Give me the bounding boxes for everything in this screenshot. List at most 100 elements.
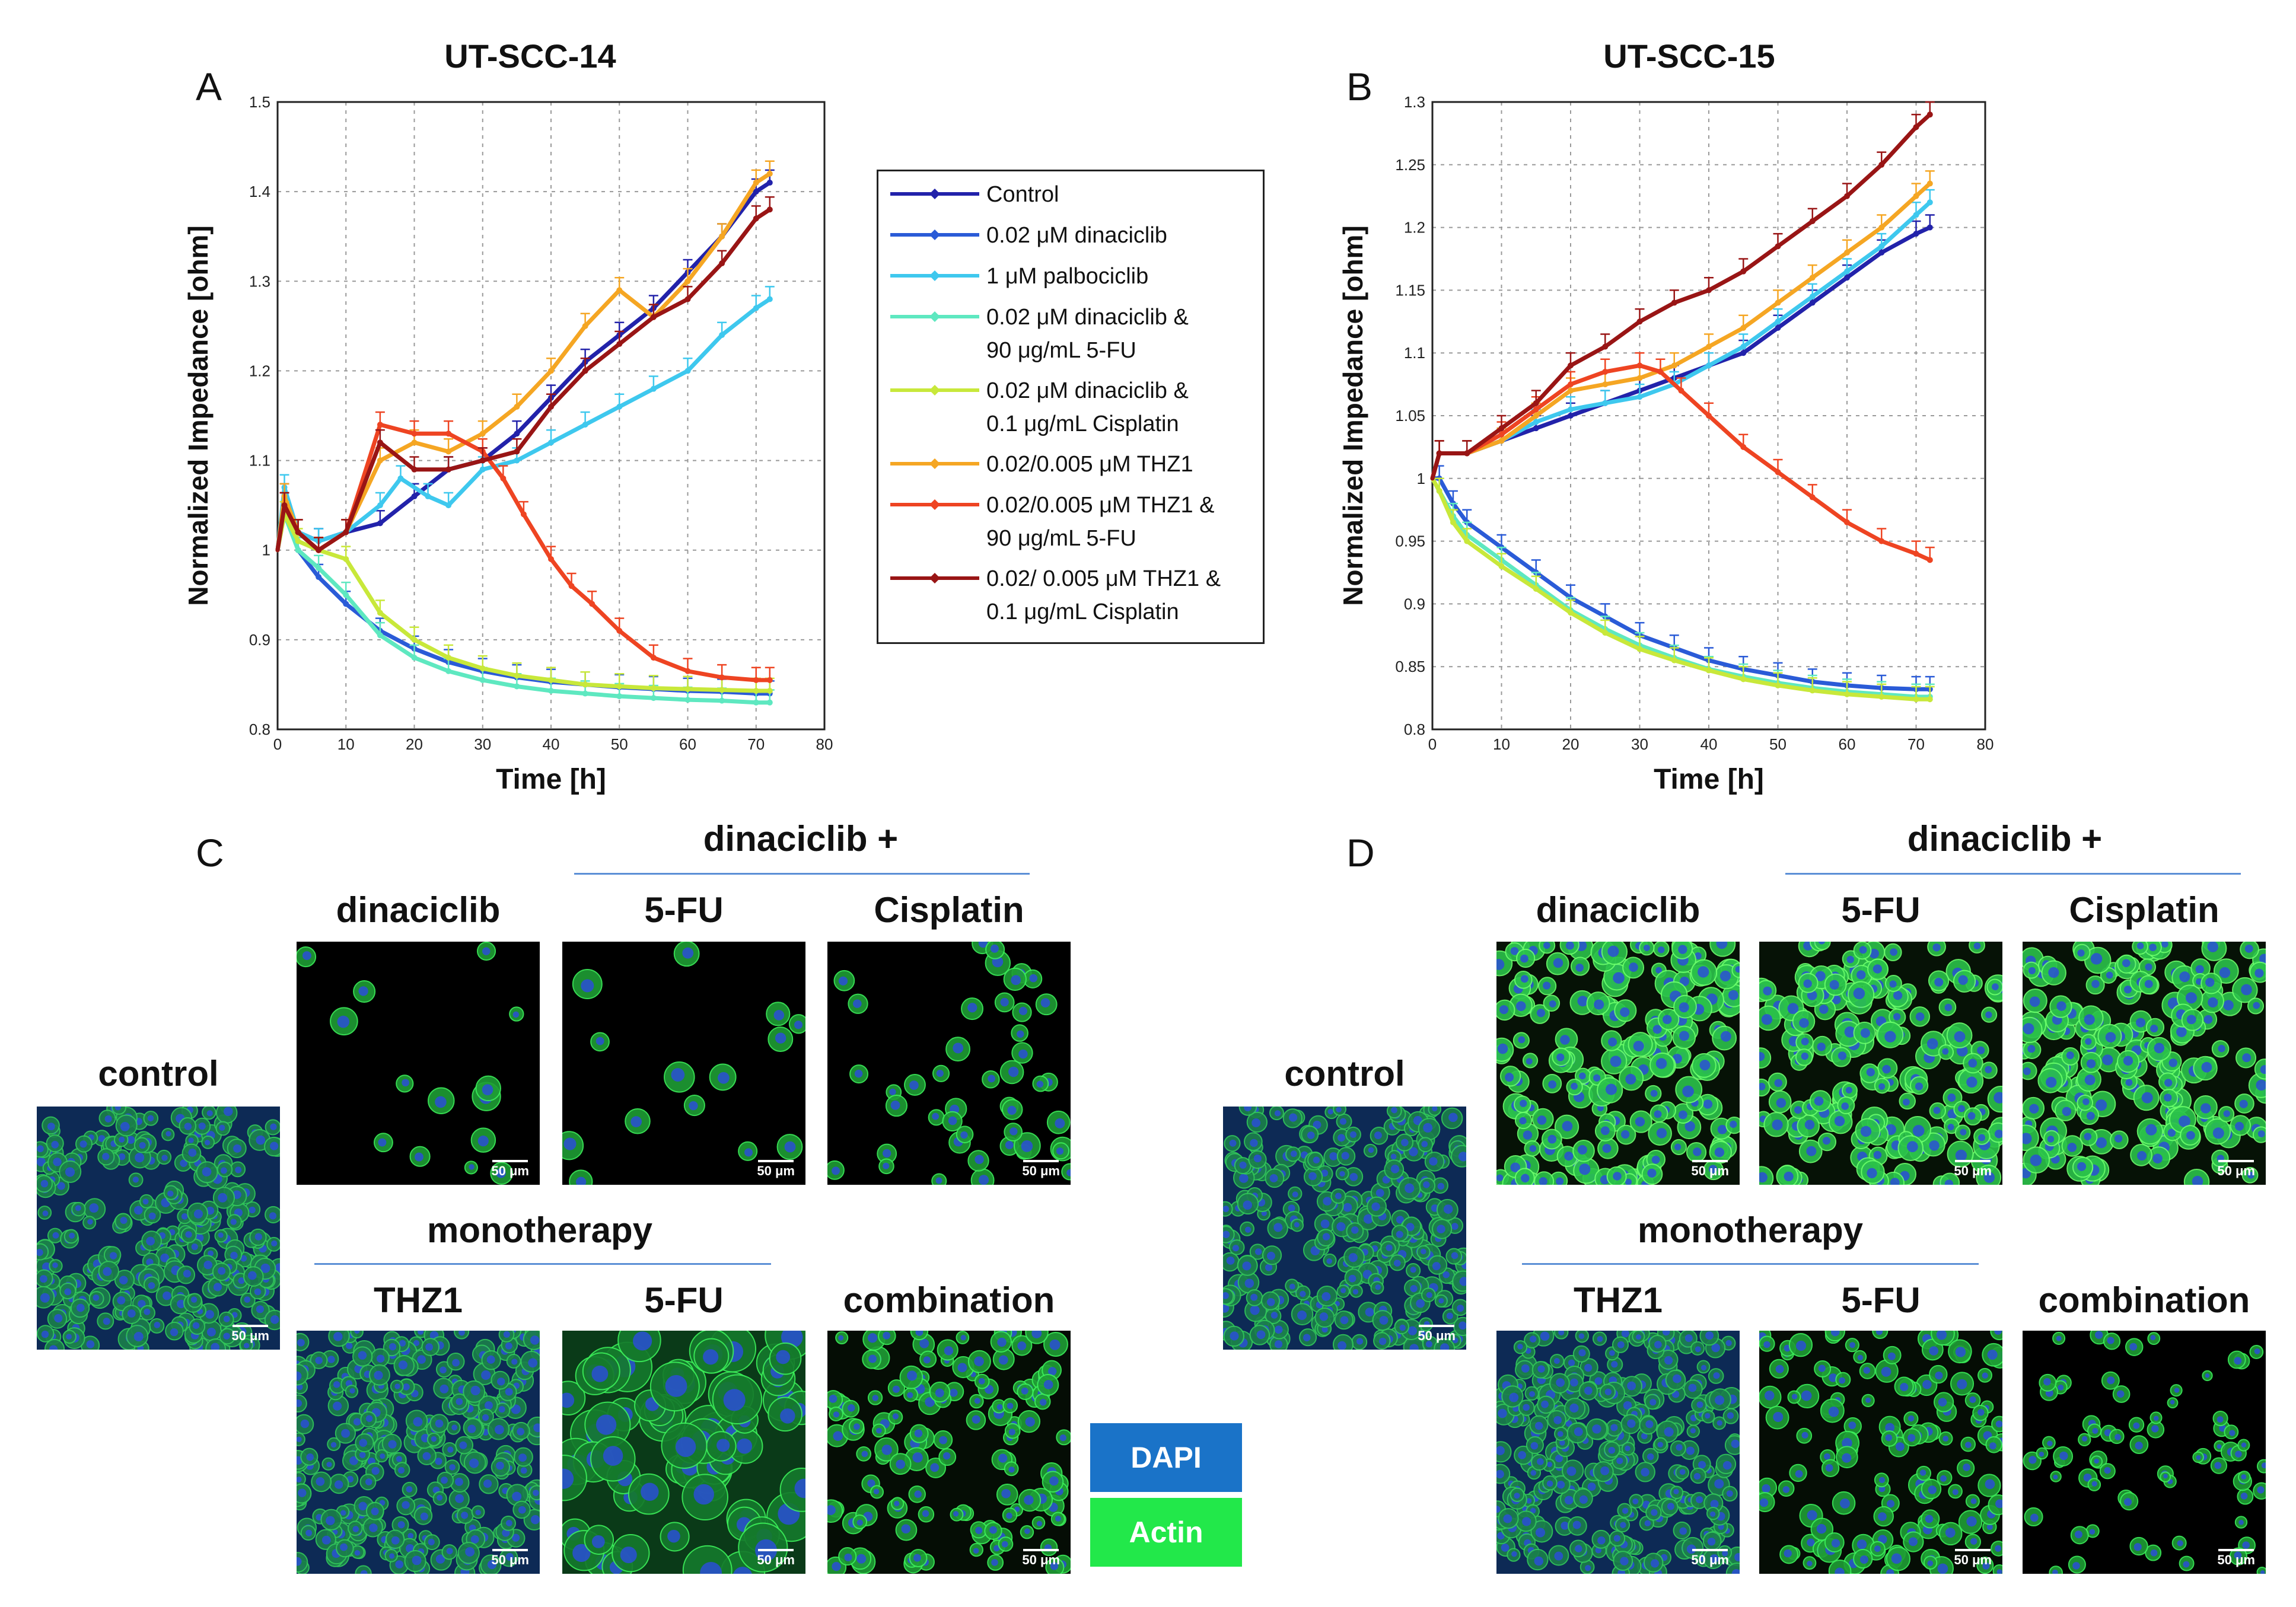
data-point [1568, 406, 1574, 413]
legend-entry-label: 0.02 μM dinaciclib & [986, 305, 1189, 330]
data-point [719, 233, 725, 240]
series-line-4 [1430, 476, 1932, 702]
data-point [1450, 519, 1456, 525]
data-point [719, 687, 725, 693]
scale-bar: 50 μm [2217, 1549, 2255, 1568]
d-5fu-label: 5-FU [1841, 890, 1921, 930]
data-point [548, 439, 554, 446]
scale-bar: 50 μm [491, 1160, 529, 1179]
d-5fu-mono-label: 5-FU [1841, 1280, 1921, 1320]
chart-a-svg: 0 10 20 30 40 50 60 70 80 0.8 0.9 1 1.1 1.2 1.3 1.4 1.5 T… [183, 93, 833, 795]
d-cisplatin-label: Cisplatin [2069, 890, 2219, 930]
data-point [295, 547, 301, 553]
y-tick-label: 1.15 [1395, 281, 1425, 299]
data-point [616, 683, 623, 690]
legend-marker [929, 311, 940, 322]
data-point [479, 466, 486, 473]
data-point [766, 296, 773, 302]
scale-bar: 50 μm [1418, 1325, 1456, 1344]
c-control-label: control [98, 1054, 219, 1093]
data-point [1464, 450, 1470, 457]
data-point [397, 475, 404, 482]
scale-bar: 50 μm [757, 1549, 795, 1568]
data-point [377, 422, 383, 428]
d-combination-label: combination [2038, 1280, 2250, 1320]
legend-marker [929, 385, 940, 396]
data-point [1926, 111, 1933, 118]
data-point [1706, 413, 1712, 419]
data-point [616, 341, 623, 347]
data-point [343, 601, 349, 607]
data-point [753, 677, 759, 683]
scale-bar: 50 μm [231, 1325, 269, 1344]
data-point [514, 672, 520, 679]
data-point [411, 466, 418, 473]
chart-b-title: UT-SCC-15 [1603, 37, 1775, 75]
y-tick-label: 1.1 [1404, 344, 1425, 362]
legend-marker [929, 189, 940, 199]
c-combo-group-label: dinaciclib + [703, 819, 899, 859]
data-point [445, 502, 452, 509]
data-point [377, 457, 383, 464]
scale-bar: 50 μm [1022, 1549, 1060, 1568]
scale-bar-label: 50 μm [757, 1163, 795, 1178]
x-tick-label: 20 [406, 735, 423, 753]
data-point [445, 668, 452, 674]
legend-entry-label: 0.02 μM dinaciclib [986, 223, 1167, 248]
c-thz1-image: 50 μm [297, 1331, 540, 1574]
data-point [766, 180, 773, 186]
y-tick-label: 1.5 [249, 93, 270, 111]
data-point [548, 368, 554, 374]
data-point [377, 520, 383, 527]
y-axis-label: Normalized Impedance [ohm] [1338, 225, 1368, 606]
data-point [589, 601, 596, 607]
data-point [1775, 682, 1781, 688]
data-point [520, 511, 527, 518]
data-point [411, 439, 418, 446]
data-point [548, 688, 554, 694]
c-5fu-image: 50 μm [562, 942, 805, 1185]
data-point [1844, 275, 1850, 281]
data-point [616, 287, 623, 294]
data-point [684, 368, 691, 374]
data-point [616, 403, 623, 410]
d-cisplatin-image: 50 μm [2023, 942, 2266, 1185]
data-point [445, 431, 452, 437]
data-point [316, 574, 322, 581]
scale-bar-label: 50 μm [1418, 1328, 1456, 1343]
x-tick-label: 0 [1428, 735, 1437, 753]
data-point [316, 565, 322, 571]
data-point [295, 538, 301, 544]
c-combination-image: 50 μm [827, 1331, 1071, 1574]
data-point [1878, 224, 1885, 231]
y-tick-label: 1.3 [249, 272, 270, 290]
scale-bar-label: 50 μm [231, 1328, 269, 1343]
data-point [514, 457, 520, 464]
scale-bar-label: 50 μm [1954, 1552, 1992, 1567]
data-point [1498, 563, 1505, 569]
data-point [1809, 494, 1816, 500]
data-point [582, 323, 588, 329]
series-line-1 [1430, 476, 1932, 691]
data-point [1809, 299, 1816, 306]
legend-entry-label: 0.02 μM dinaciclib & [986, 378, 1189, 403]
data-point [479, 431, 486, 437]
series-line-7 [275, 207, 772, 553]
scale-bar-label: 50 μm [1022, 1552, 1060, 1567]
data-point [753, 180, 759, 186]
data-point [1913, 550, 1919, 557]
data-point [616, 627, 623, 634]
d-thz1-label: THZ1 [1574, 1280, 1663, 1320]
data-point [425, 493, 431, 500]
data-point [514, 403, 520, 410]
y-tick-label: 0.85 [1395, 658, 1425, 675]
series-line-3 [275, 512, 772, 705]
series-line-3 [1430, 476, 1932, 699]
data-point [650, 314, 657, 320]
data-point [1568, 387, 1574, 394]
data-point [1913, 212, 1919, 218]
data-point [719, 331, 725, 338]
d-combo-group-label: dinaciclib + [1907, 819, 2103, 859]
actin-legend-box: Actin [1090, 1498, 1242, 1567]
data-point [514, 431, 520, 437]
